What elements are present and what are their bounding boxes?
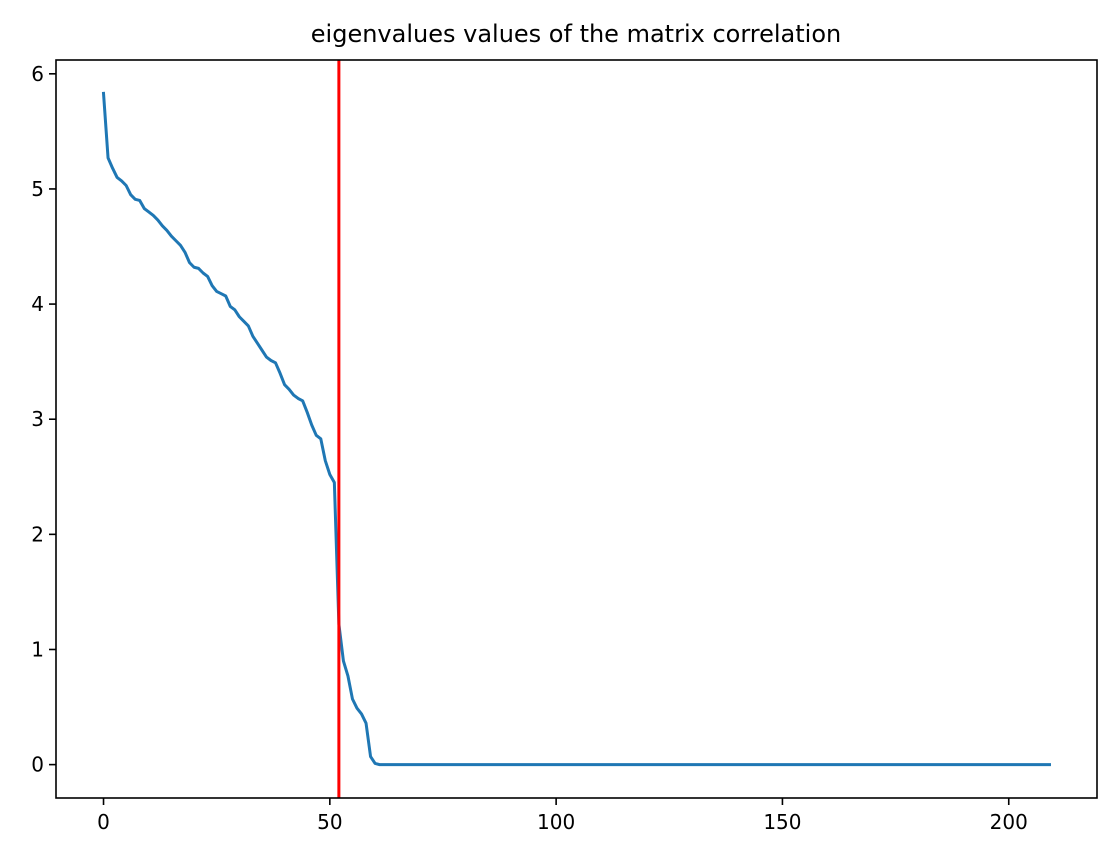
axes-frame bbox=[55, 59, 1098, 799]
y-tick-label: 0 bbox=[31, 753, 44, 777]
y-tick-label: 3 bbox=[31, 407, 44, 431]
y-tick-label: 4 bbox=[31, 292, 44, 316]
plot-area bbox=[101, 60, 1051, 798]
axes: 0 50 100 150 200 0 1 2 3 4 5 6 bbox=[31, 59, 1098, 834]
chart-title: eigenvalues values of the matrix correla… bbox=[311, 20, 841, 48]
y-tick-label: 6 bbox=[31, 62, 44, 86]
series-line-0 bbox=[101, 91, 1051, 767]
x-tick-label: 150 bbox=[763, 810, 801, 834]
x-tick-label: 50 bbox=[317, 810, 342, 834]
y-tick-label: 1 bbox=[31, 637, 44, 661]
x-tick-label: 100 bbox=[537, 810, 575, 834]
y-tick-label: 2 bbox=[31, 522, 44, 546]
x-tick-label: 0 bbox=[97, 810, 110, 834]
y-tick-label: 5 bbox=[31, 177, 44, 201]
x-tick-label: 200 bbox=[990, 810, 1028, 834]
